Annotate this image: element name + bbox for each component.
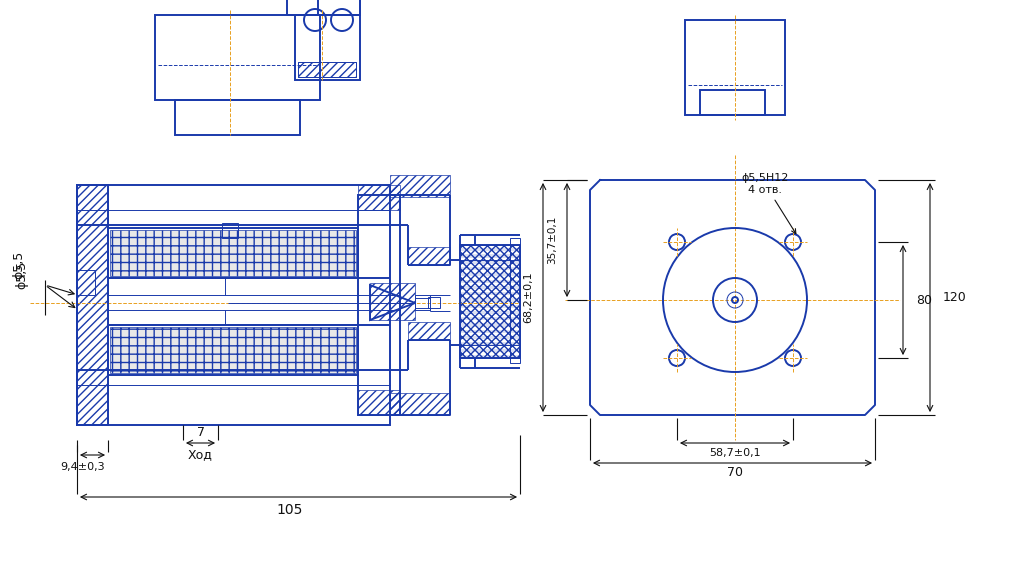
Bar — [110, 230, 356, 276]
Bar — [685, 20, 785, 115]
Bar — [460, 355, 520, 358]
Text: 105: 105 — [276, 503, 303, 517]
Bar — [358, 195, 400, 415]
Text: 80: 80 — [916, 293, 932, 306]
Bar — [460, 336, 520, 339]
Bar — [460, 317, 520, 320]
Bar — [370, 283, 415, 320]
Bar — [460, 261, 520, 264]
Bar — [460, 324, 520, 327]
Text: 35,7±0,1: 35,7±0,1 — [547, 216, 557, 264]
Bar — [510, 238, 520, 363]
Bar — [155, 15, 319, 100]
Bar — [460, 292, 520, 295]
Bar — [77, 185, 108, 425]
Bar — [222, 223, 238, 238]
Bar — [358, 185, 400, 210]
Bar — [415, 295, 430, 310]
Bar — [460, 348, 520, 352]
Bar — [460, 311, 520, 314]
Bar — [358, 390, 400, 415]
Bar — [460, 342, 520, 346]
Text: 58,7±0,1: 58,7±0,1 — [710, 448, 761, 458]
Bar — [298, 62, 356, 77]
Bar — [77, 270, 95, 295]
Bar — [175, 100, 300, 135]
Bar — [460, 267, 520, 270]
Bar — [390, 393, 450, 415]
Text: ϕ5,5H12
4 отв.: ϕ5,5H12 4 отв. — [741, 173, 796, 233]
Text: 68,2±0,1: 68,2±0,1 — [523, 272, 534, 323]
Bar — [110, 327, 356, 373]
Text: ϕ5,5: ϕ5,5 — [12, 251, 25, 279]
Bar — [318, 0, 360, 15]
Bar — [460, 245, 520, 358]
Bar — [408, 247, 450, 265]
Bar — [77, 185, 108, 425]
Bar — [460, 330, 520, 333]
Bar — [295, 15, 360, 80]
Bar — [460, 305, 520, 308]
Bar — [408, 322, 450, 340]
Bar — [460, 255, 520, 257]
Bar — [460, 279, 520, 283]
Bar — [700, 90, 765, 115]
Bar — [460, 245, 520, 358]
Text: 120: 120 — [943, 291, 967, 304]
Text: ϕ5,5: ϕ5,5 — [15, 261, 28, 289]
Bar — [287, 0, 360, 15]
Text: 7: 7 — [197, 426, 205, 439]
Bar — [460, 273, 520, 277]
Text: 70: 70 — [727, 467, 743, 480]
Bar — [460, 248, 520, 251]
Bar — [298, 62, 356, 77]
Bar — [460, 286, 520, 289]
Text: 9,4±0,3: 9,4±0,3 — [60, 462, 104, 472]
Text: Ход: Ход — [188, 448, 213, 462]
Bar — [428, 297, 440, 308]
Bar — [77, 185, 390, 425]
Bar — [108, 228, 358, 278]
Bar — [390, 175, 450, 197]
Bar — [108, 325, 358, 375]
Bar — [460, 298, 520, 301]
